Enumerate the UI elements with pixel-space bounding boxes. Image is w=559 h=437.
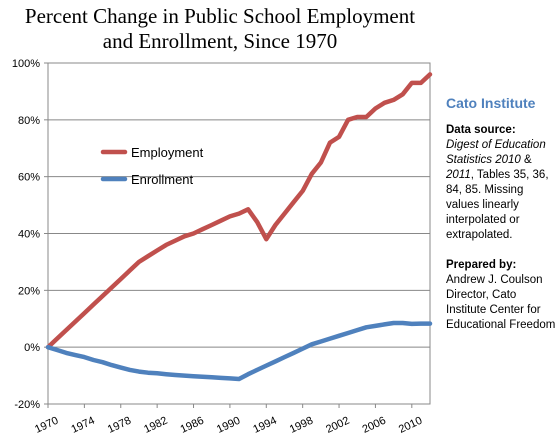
series-line-enrollment (45, 320, 433, 382)
prepared-header: Prepared by: (446, 259, 517, 271)
x-tick-label: 1978 (106, 415, 133, 436)
sidebar-notes: Cato Institute Data source: Digest of Ed… (446, 96, 556, 333)
source-rest: , Tables 35, 36, 84, 85. Missing values … (446, 169, 549, 241)
legend-label-employment: Employment (131, 145, 204, 160)
organization-name: Cato Institute (446, 95, 536, 111)
chart-title-line2: and Enrollment, Since 1970 (102, 29, 338, 53)
x-tick-label: 2002 (324, 415, 351, 436)
chart-title-line1: Percent Change in Public School Employme… (24, 4, 416, 28)
x-tick-label: 1994 (251, 415, 278, 436)
chart-legend: Employment Enrollment (100, 145, 204, 187)
x-tick-label: 1998 (288, 415, 315, 436)
source-header: Data source: (446, 124, 516, 136)
series-line-employment (45, 72, 433, 350)
source-year: 2011 (446, 169, 471, 181)
source-text: Digest of Education Statistics 2010 & 201… (446, 138, 556, 243)
y-tick-label: 60% (18, 172, 40, 184)
x-tick-label: 1982 (142, 415, 169, 436)
x-tick-label: 1986 (179, 415, 206, 436)
x-tick-label: 1990 (215, 415, 242, 436)
prepared-text: Andrew J. Coulson Director, Cato Institu… (446, 274, 556, 331)
x-tick-label: 1970 (33, 415, 60, 436)
source-amp: & (520, 154, 532, 166)
y-tick-label: 20% (18, 285, 40, 297)
y-tick-label: -20% (14, 399, 40, 411)
y-tick-label: 0% (24, 342, 40, 354)
x-tick-label: 1974 (69, 415, 96, 436)
legend-label-enrollment: Enrollment (131, 172, 194, 187)
chart-title: Percent Change in Public School Employme… (0, 4, 440, 54)
y-tick-label: 100% (12, 58, 40, 70)
y-tick-label: 80% (18, 115, 40, 127)
y-tick-label: 40% (18, 229, 40, 241)
x-tick-label: 2010 (397, 415, 424, 436)
source-title: Digest of Education Statistics 2010 (446, 139, 546, 166)
x-tick-label: 2006 (361, 415, 388, 436)
